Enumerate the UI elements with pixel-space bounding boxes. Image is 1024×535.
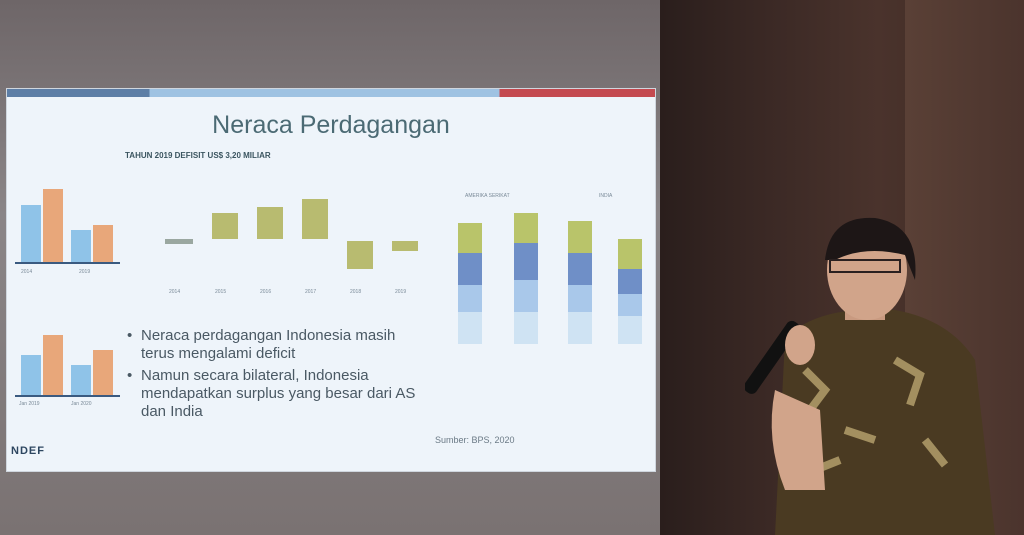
export-import-chart-top	[15, 184, 120, 264]
bar	[93, 350, 113, 395]
bilateral-stacked-chart	[453, 209, 653, 344]
year-label: 2014	[169, 289, 181, 295]
bullet-list: Neraca perdagangan Indonesia masih terus…	[127, 327, 417, 425]
axis-label: 2019	[79, 269, 91, 275]
logo: NDEF	[11, 445, 45, 457]
axis-label: Jan 2020	[71, 401, 92, 407]
axis-label: Jan 2019	[19, 401, 40, 407]
bar	[93, 225, 113, 262]
trade-balance-waterfall	[157, 189, 427, 289]
year-label: 2015	[215, 289, 227, 295]
microphone-icon	[745, 320, 800, 394]
export-import-chart-bottom	[15, 329, 120, 397]
year-label: 2017	[305, 289, 317, 295]
bar	[71, 230, 91, 262]
bar	[21, 355, 41, 395]
bar	[21, 205, 41, 262]
slide-header-stripe	[7, 89, 655, 97]
axis-label: 2014	[21, 269, 33, 275]
bar	[43, 189, 63, 262]
speaker-body	[775, 310, 995, 535]
bar	[71, 365, 91, 395]
year-label: 2019	[395, 289, 407, 295]
chart-label-india: INDIA	[599, 193, 613, 199]
bullet-item: Neraca perdagangan Indonesia masih terus…	[127, 327, 417, 363]
year-label: 2016	[260, 289, 272, 295]
slide-subtitle: TAHUN 2019 DEFISIT US$ 3,20 MILIAR	[125, 151, 271, 160]
chart-label-us: AMERIKA SERIKAT	[465, 193, 510, 199]
slide-title: Neraca Perdagangan	[212, 111, 450, 139]
year-label: 2018	[350, 289, 362, 295]
bullet-item: Namun secara bilateral, Indonesia mendap…	[127, 367, 417, 421]
source-note: Sumber: BPS, 2020	[435, 435, 515, 445]
presentation-slide: Neraca Perdagangan TAHUN 2019 DEFISIT US…	[6, 88, 656, 472]
bar	[43, 335, 63, 395]
speaker	[745, 217, 995, 535]
